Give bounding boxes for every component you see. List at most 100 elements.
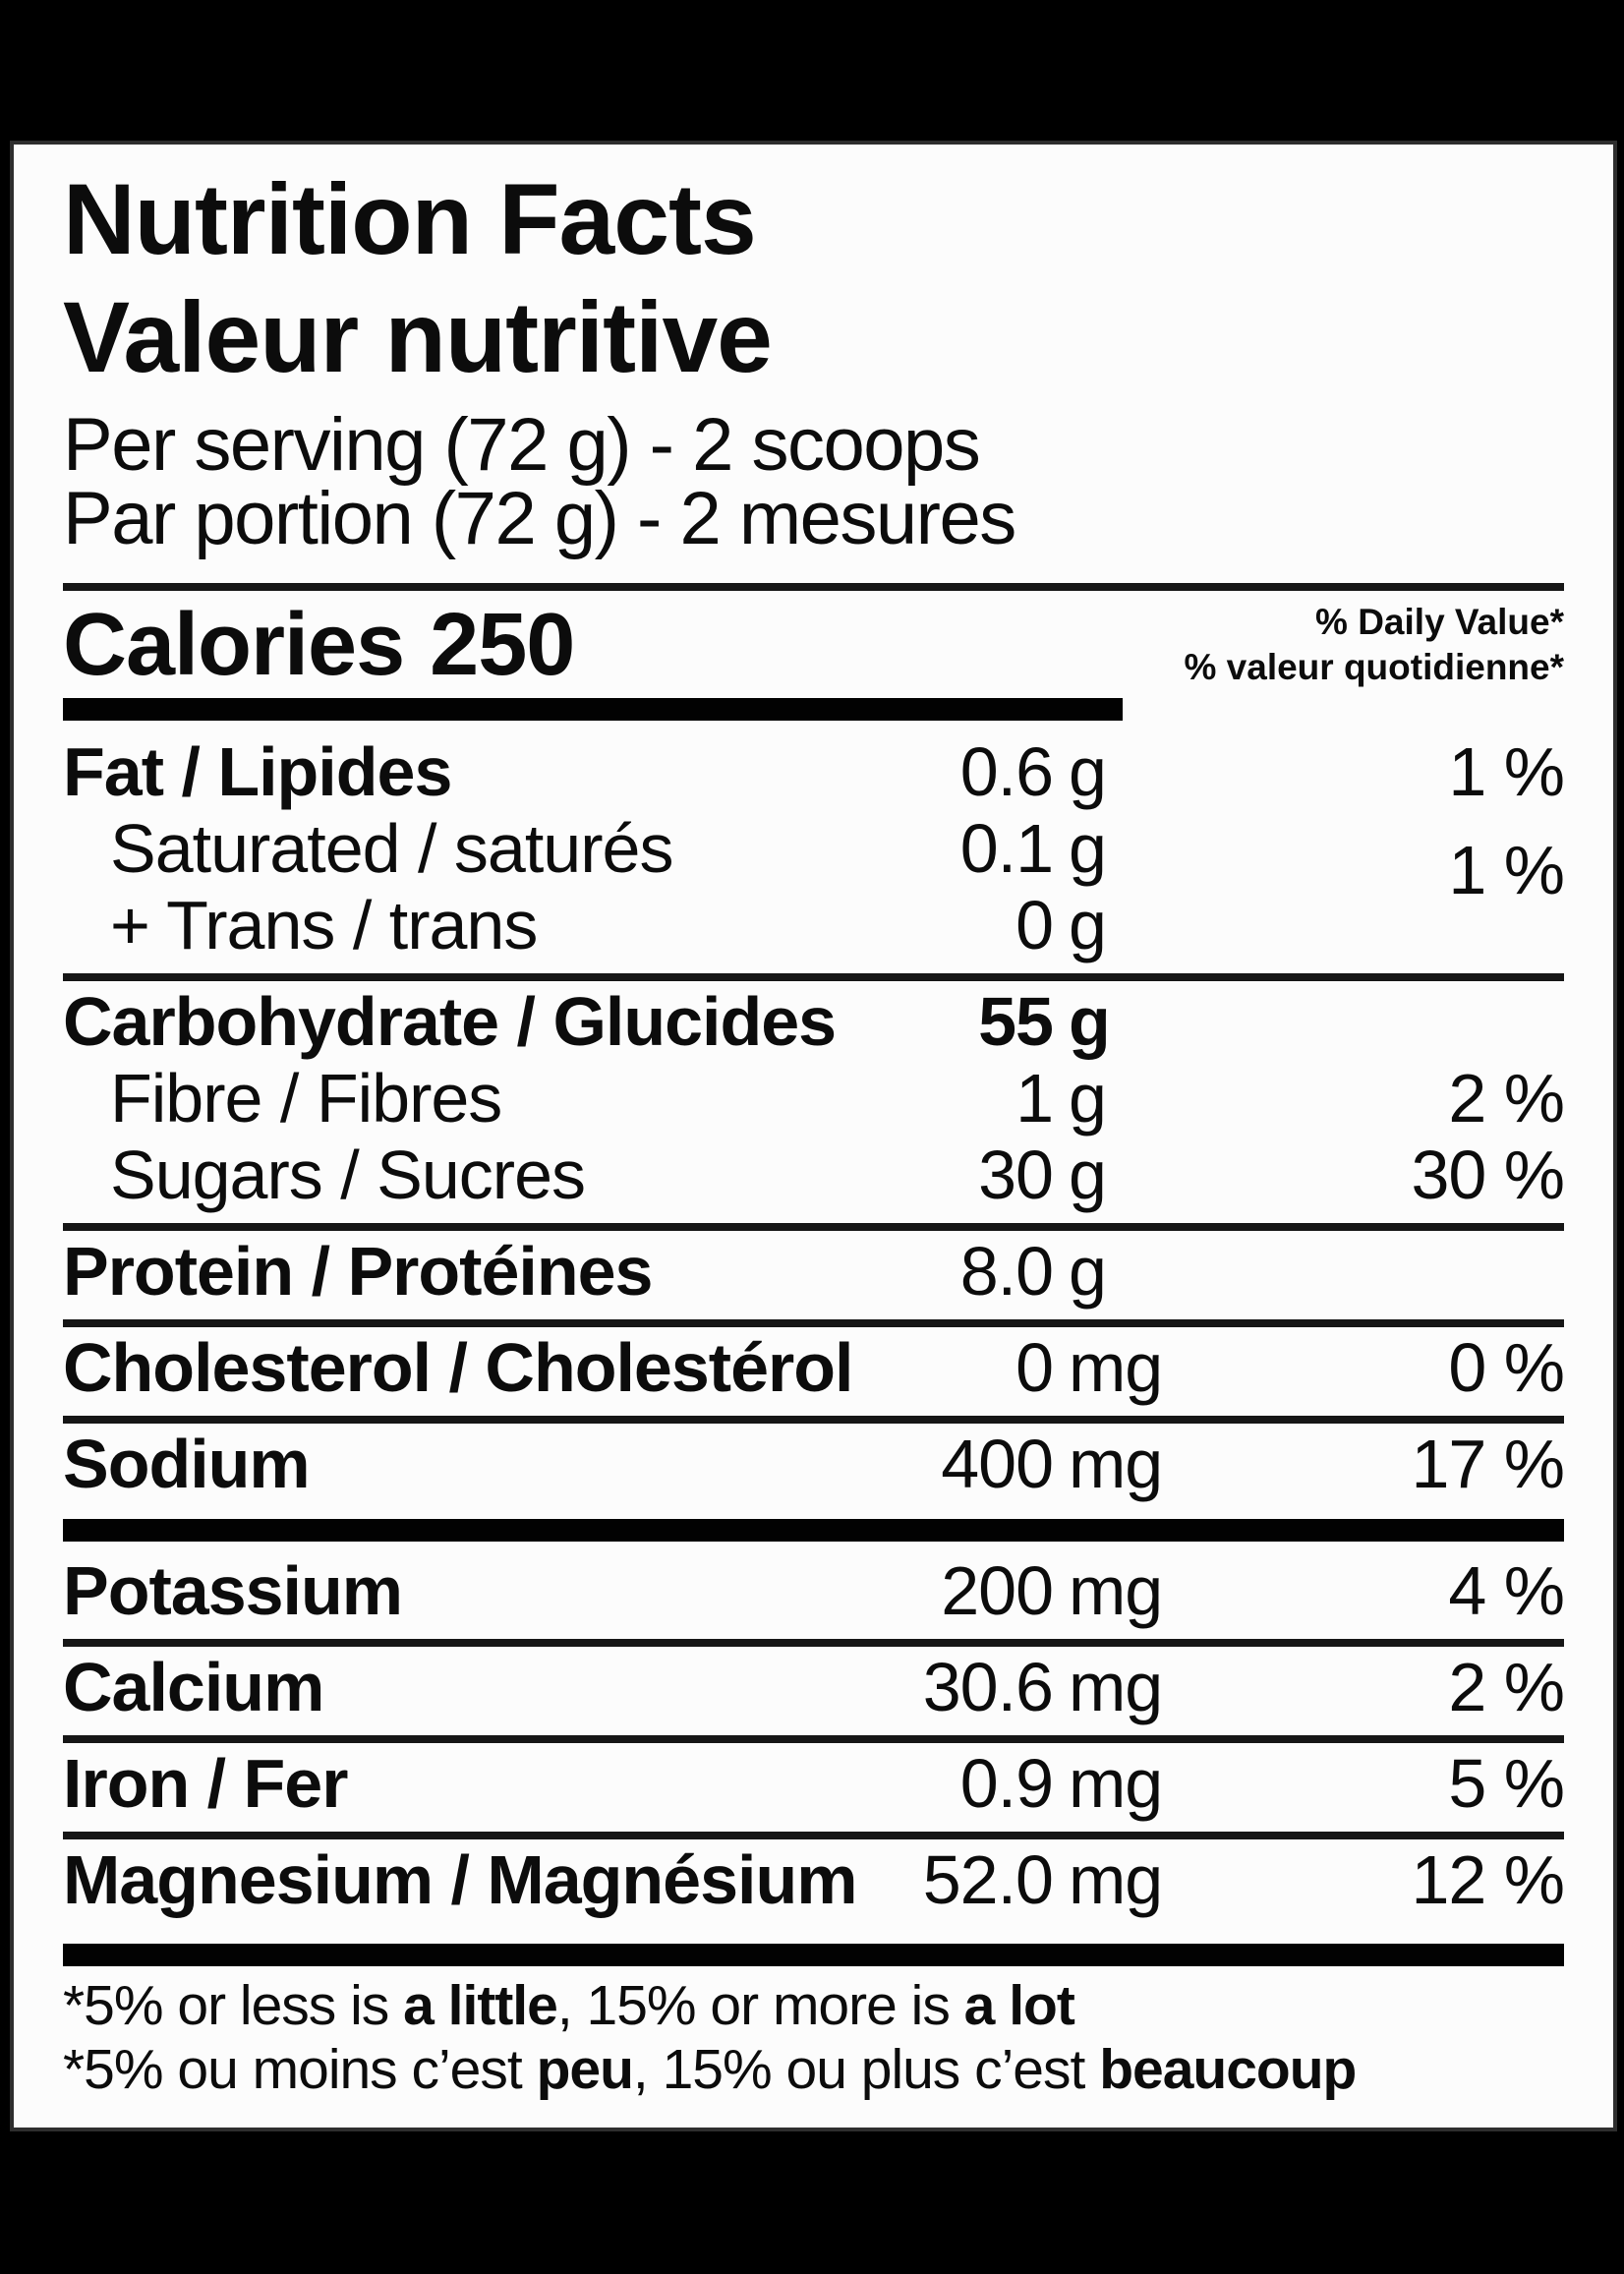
row-carbohydrate: Carbohydrate / Glucides 55 g xyxy=(63,983,1564,1060)
row-sodium-amount: 400 xyxy=(941,1426,1054,1502)
row-fat-unit: g xyxy=(1069,733,1107,810)
row-cholesterol-unit: mg xyxy=(1069,1329,1163,1406)
magnesium-section: Magnesium / Magnésium 52.0 mg 12 % xyxy=(63,1832,1565,1918)
row-iron-label: Iron / Fer xyxy=(63,1745,348,1822)
row-magnesium-amount: 52.0 xyxy=(922,1841,1054,1918)
row-potassium-daily-value: 4 % xyxy=(1448,1552,1565,1629)
footnote-en-bold-2: a lot xyxy=(963,1974,1075,2037)
row-fibre: Fibre / Fibres 1 g 2 % xyxy=(63,1060,1565,1137)
row-trans: + Trans / trans 0 g xyxy=(63,887,1564,963)
footnote-en-text-2: , 15% or more is xyxy=(556,1974,964,2037)
label-titles: Nutrition Facts Valeur nutritive xyxy=(63,160,1564,396)
row-protein-amount: 8.0 xyxy=(959,1233,1054,1310)
row-fat-label: Fat / Lipides xyxy=(63,733,452,810)
calories-line: Calories 250 xyxy=(63,596,1564,694)
row-iron-daily-value: 5 % xyxy=(1448,1745,1565,1822)
row-sugars: Sugars / Sucres 30 g 30 % xyxy=(63,1137,1565,1213)
row-iron-unit: mg xyxy=(1069,1745,1163,1822)
calories-value: 250 xyxy=(430,596,575,694)
iron-section: Iron / Fer 0.9 mg 5 % xyxy=(63,1735,1565,1822)
row-sodium-daily-value: 17 % xyxy=(1411,1426,1565,1502)
protein-section: Protein / Protéines 8.0 g xyxy=(63,1223,1564,1310)
row-fibre-label: Fibre / Fibres xyxy=(110,1060,502,1137)
row-protein-unit: g xyxy=(1069,1233,1107,1310)
row-trans-unit: g xyxy=(1069,887,1107,963)
footnote-en-bold-1: a little xyxy=(403,1974,558,2037)
row-sugars-daily-value: 30 % xyxy=(1411,1137,1565,1213)
row-calcium-daily-value: 2 % xyxy=(1448,1649,1565,1725)
row-potassium-label: Potassium xyxy=(63,1552,403,1629)
footnote-fr-text-1: *5% ou moins c’est xyxy=(63,2038,537,2101)
row-fat-amount: 0.6 xyxy=(959,733,1054,810)
footnote-english: *5% or less is a little, 15% or more is … xyxy=(63,1974,1564,2038)
footnotes: *5% or less is a little, 15% or more is … xyxy=(63,1974,1564,2102)
row-potassium: Potassium 200 mg 4 % xyxy=(63,1552,1565,1629)
row-fibre-daily-value: 2 % xyxy=(1448,1060,1565,1137)
row-magnesium-unit: mg xyxy=(1069,1841,1163,1918)
footnote-fr-bold-1: peu xyxy=(536,2038,634,2101)
row-protein: Protein / Protéines 8.0 g xyxy=(63,1233,1564,1310)
footnote-separator-bar xyxy=(63,1944,1564,1966)
row-cholesterol-daily-value: 0 % xyxy=(1448,1329,1565,1406)
serving-info: Per serving (72 g) - 2 scoops Par portio… xyxy=(63,403,1564,560)
footnote-en-text-1: *5% or less is xyxy=(63,1974,404,2037)
row-fibre-amount: 1 xyxy=(1015,1060,1054,1137)
row-potassium-unit: mg xyxy=(1069,1552,1163,1629)
sodium-minerals-separator-bar xyxy=(63,1519,1564,1542)
calcium-section: Calcium 30.6 mg 2 % xyxy=(63,1639,1565,1725)
calories-separator-bar xyxy=(63,698,1123,721)
row-carbohydrate-label: Carbohydrate / Glucides xyxy=(63,983,837,1060)
row-magnesium-label: Magnesium / Magnésium xyxy=(63,1841,857,1918)
serving-size-english: Per serving (72 g) - 2 scoops xyxy=(63,403,981,487)
row-trans-label: + Trans / trans xyxy=(110,887,538,963)
sodium-section: Sodium 400 mg 17 % xyxy=(63,1416,1565,1502)
row-fibre-unit: g xyxy=(1069,1060,1107,1137)
nutrition-facts-label: Nutrition Facts Valeur nutritive Per ser… xyxy=(10,141,1617,2131)
title-english: Nutrition Facts xyxy=(63,163,757,275)
row-saturated-unit: g xyxy=(1069,810,1107,887)
footnote-fr-bold-2: beaucoup xyxy=(1099,2038,1357,2101)
row-carbohydrate-amount: 55 xyxy=(978,983,1054,1060)
row-magnesium-daily-value: 12 % xyxy=(1411,1841,1565,1918)
row-trans-amount: 0 xyxy=(1015,887,1054,963)
row-iron: Iron / Fer 0.9 mg 5 % xyxy=(63,1745,1565,1822)
row-sugars-label: Sugars / Sucres xyxy=(110,1137,586,1213)
row-fat-daily-value: 1 % xyxy=(1448,733,1565,810)
row-cholesterol: Cholesterol / Cholestérol 0 mg 0 % xyxy=(63,1329,1565,1406)
row-saturated: Saturated / saturés 0.1 g xyxy=(63,810,1564,887)
row-magnesium: Magnesium / Magnésium 52.0 mg 12 % xyxy=(63,1841,1565,1918)
row-sugars-amount: 30 xyxy=(978,1137,1054,1213)
row-potassium-amount: 200 xyxy=(941,1552,1054,1629)
fat-section: Fat / Lipides 0.6 g 1 % Saturated / satu… xyxy=(63,733,1565,963)
row-calcium: Calcium 30.6 mg 2 % xyxy=(63,1649,1565,1725)
daily-value-header-french: % valeur quotidienne* xyxy=(1184,647,1564,687)
row-sugars-unit: g xyxy=(1069,1137,1107,1213)
row-sodium-label: Sodium xyxy=(63,1426,311,1502)
row-sodium: Sodium 400 mg 17 % xyxy=(63,1426,1565,1502)
row-protein-label: Protein / Protéines xyxy=(63,1233,653,1310)
footnote-french: *5% ou moins c’est peu, 15% ou plus c’es… xyxy=(63,2038,1564,2102)
row-calcium-label: Calcium xyxy=(63,1649,324,1725)
saturated-trans-subgroup: Saturated / saturés 0.1 g + Trans / tran… xyxy=(63,810,1565,963)
daily-value-header-english: % Daily Value* xyxy=(1315,602,1564,642)
row-sodium-unit: mg xyxy=(1069,1426,1163,1502)
daily-value-header: % Daily Value* % valeur quotidienne* xyxy=(1184,600,1564,690)
row-iron-amount: 0.9 xyxy=(959,1745,1054,1822)
row-carbohydrate-unit: g xyxy=(1069,983,1111,1060)
row-calcium-amount: 30.6 xyxy=(922,1649,1054,1725)
calories-label: Calories xyxy=(63,596,405,694)
serving-size-french: Par portion (72 g) - 2 mesures xyxy=(63,477,1016,560)
cholesterol-section: Cholesterol / Cholestérol 0 mg 0 % xyxy=(63,1319,1565,1406)
row-cholesterol-label: Cholesterol / Cholestérol xyxy=(63,1329,853,1406)
row-fat: Fat / Lipides 0.6 g 1 % xyxy=(63,733,1565,810)
saturated-trans-daily-value: 1 % xyxy=(1448,832,1565,908)
title-french: Valeur nutritive xyxy=(63,281,773,393)
row-cholesterol-amount: 0 xyxy=(1015,1329,1054,1406)
carbohydrate-section: Carbohydrate / Glucides 55 g Fibre / Fib… xyxy=(63,973,1565,1213)
row-saturated-label: Saturated / saturés xyxy=(110,810,673,887)
row-calcium-unit: mg xyxy=(1069,1649,1163,1725)
calories-section: Calories 250 % Daily Value* % valeur quot… xyxy=(63,583,1564,721)
footnote-fr-text-2: , 15% ou plus c’est xyxy=(632,2038,1100,2101)
row-saturated-amount: 0.1 xyxy=(959,810,1054,887)
